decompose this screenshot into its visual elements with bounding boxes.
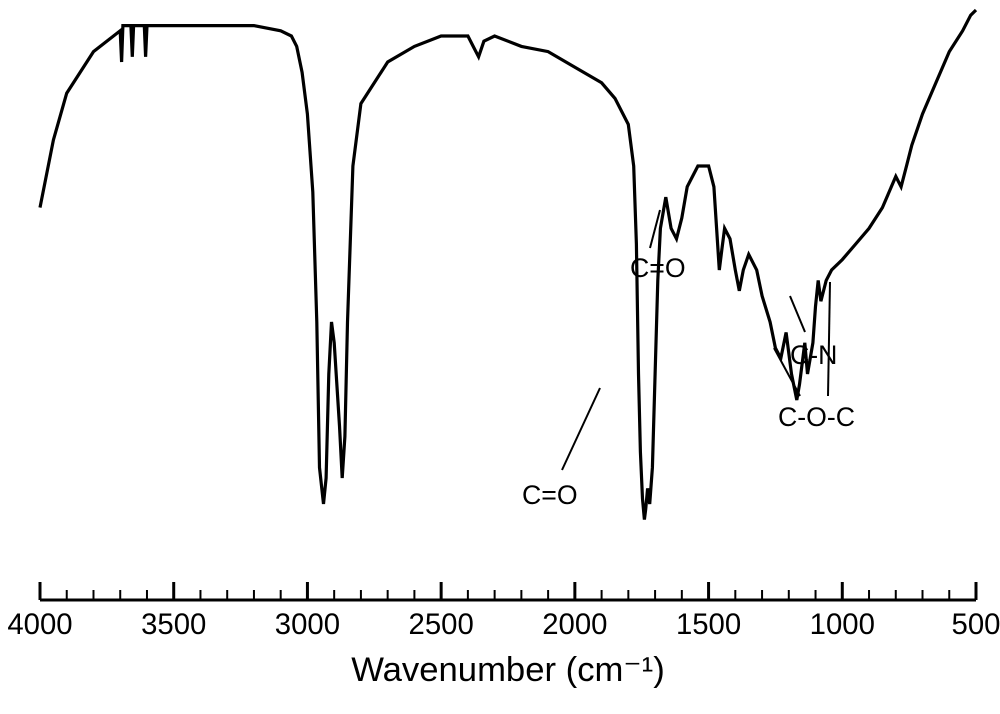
x-axis [0, 0, 1000, 714]
x-axis-title: Wavenumber (cm⁻¹) [40, 650, 976, 690]
x-tick-label: 3500 [124, 608, 224, 642]
x-tick-label: 4000 [0, 608, 90, 642]
x-tick-label: 1000 [792, 608, 892, 642]
x-tick-label: 2500 [391, 608, 491, 642]
x-tick-label: 2000 [525, 608, 625, 642]
ir-spectrum-figure: C=OC=OC-NC-O-C 4000350030002500200015001… [0, 0, 1000, 714]
x-tick-label: 1500 [659, 608, 759, 642]
x-tick-label: 3000 [257, 608, 357, 642]
x-tick-label: 500 [926, 608, 1000, 642]
